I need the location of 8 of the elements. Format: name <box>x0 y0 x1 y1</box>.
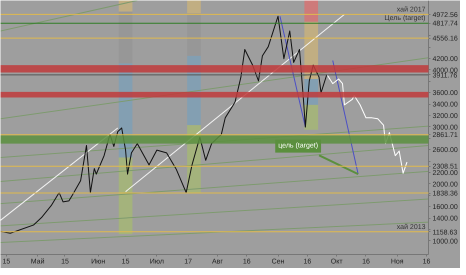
line-series <box>0 16 328 234</box>
bar <box>304 0 318 22</box>
bar <box>187 13 201 56</box>
bar <box>118 12 132 64</box>
bar <box>304 104 318 130</box>
bar <box>118 0 132 12</box>
line-series <box>326 74 408 174</box>
bar <box>187 0 201 14</box>
